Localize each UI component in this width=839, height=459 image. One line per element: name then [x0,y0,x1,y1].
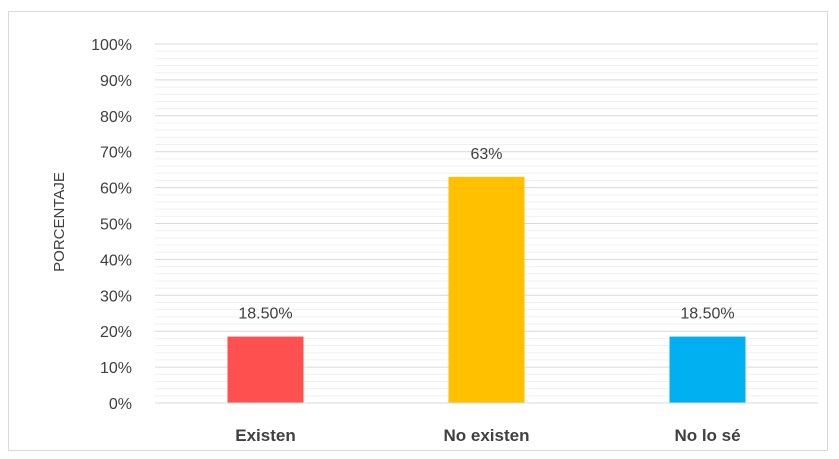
y-tick-label: 30% [100,288,132,305]
bar [669,336,746,403]
y-tick-label: 10% [100,360,132,377]
bar [227,336,304,403]
y-tick-label: 0% [109,396,132,413]
y-axis-title: PORCENTAJE [51,172,68,272]
y-tick-label: 50% [100,217,132,234]
bars [227,176,746,403]
bar [448,176,525,403]
y-axis-tick-labels: 0% 10% 20% 30% 40% 50% 60% 70% 80% 90% 100% [91,37,132,413]
data-label: 18.50% [680,306,734,323]
x-category-label: Existen [235,426,295,445]
x-category-label: No lo sé [674,426,740,445]
y-tick-label: 80% [100,109,132,126]
y-tick-label: 90% [100,73,132,90]
y-tick-label: 20% [100,324,132,341]
y-tick-label: 100% [91,37,132,54]
y-tick-label: 70% [100,145,132,162]
data-label: 18.50% [238,306,292,323]
data-labels: 18.50% 63% 18.50% [238,146,734,323]
x-category-label: No existen [444,426,530,445]
y-tick-label: 60% [100,181,132,198]
data-label: 63% [470,146,502,163]
y-tick-label: 40% [100,252,132,269]
x-axis-category-labels: Existen No existen No lo sé [235,426,740,445]
